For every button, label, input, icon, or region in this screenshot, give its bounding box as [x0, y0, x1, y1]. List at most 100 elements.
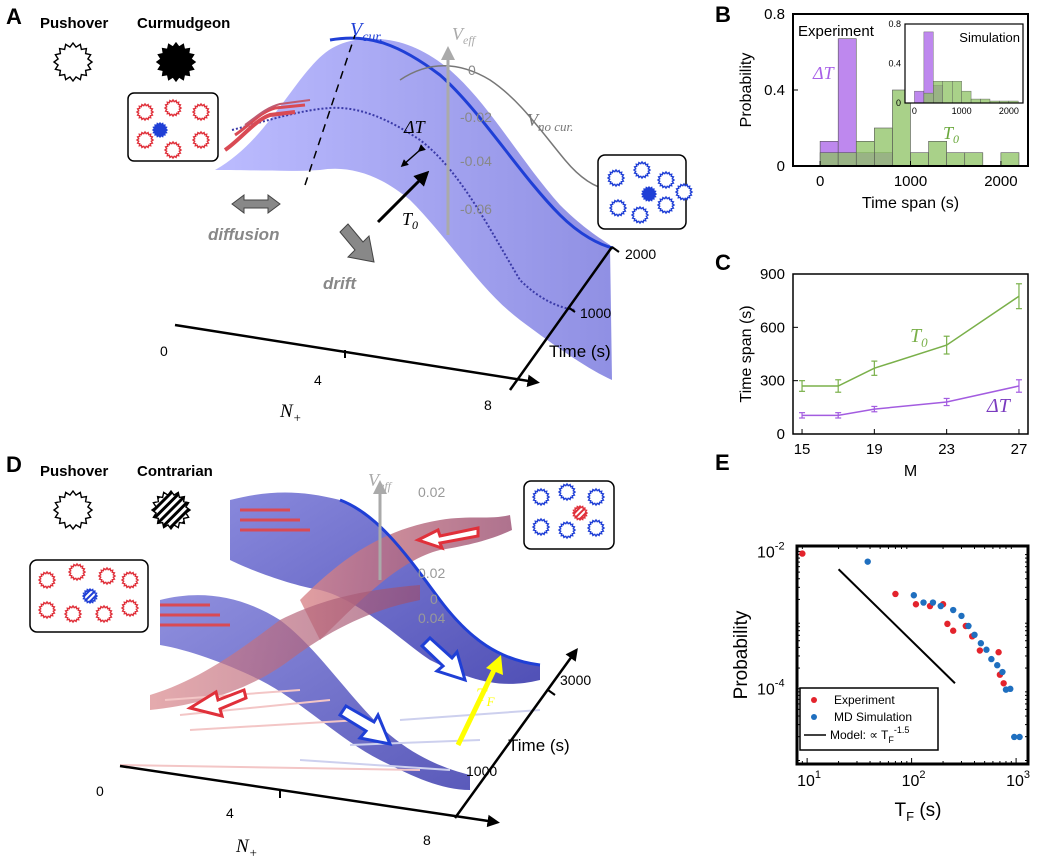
x-tick-label: 101: [797, 769, 821, 790]
x-tick-exp: 3: [1024, 769, 1030, 781]
curmudgeon-icon: [155, 41, 197, 83]
diffusion-label: diffusion: [208, 225, 279, 244]
n-tick-d-1: 4: [226, 805, 234, 821]
x-axis-label: TF (s): [895, 800, 942, 824]
red-agent: [97, 566, 117, 586]
inset-bar-delta-t: [914, 90, 925, 104]
agent-inset-right-a: [597, 154, 694, 230]
t0-sub: 0: [921, 335, 928, 350]
legend-marker-simulation: [811, 714, 817, 720]
red-agent: [191, 130, 211, 150]
x-tick-label: 0: [816, 173, 824, 190]
veff-tick-d-0: 0.02: [418, 484, 445, 500]
red-agent: [37, 600, 57, 620]
blue-agent: [674, 182, 694, 202]
n-axis-label-a: N+: [279, 401, 301, 425]
red-agent: [163, 140, 183, 160]
simulation-point: [910, 592, 918, 599]
x-tick-label: 2000: [984, 173, 1017, 190]
blue-agent: [557, 520, 577, 540]
blue-agent-cluster-icon: [531, 482, 606, 540]
legend-box: [799, 687, 939, 751]
simulation-point: [1007, 685, 1014, 693]
t0-label-c: T0: [910, 325, 928, 350]
n-axis-label-d: N+: [235, 836, 257, 860]
chart-e: 101 102 103 10-4 10-2 TF (s) Probability Experi…: [731, 540, 1030, 824]
experiment-point: [799, 550, 806, 557]
histogram-bar-t0: [819, 152, 839, 167]
n-tick-d-2: 8: [423, 832, 431, 848]
blue-agent-cluster-icon: [606, 160, 694, 225]
simulation-point: [920, 599, 927, 606]
red-agent: [120, 598, 140, 618]
red-flow-arrow-icon: [414, 526, 480, 551]
t0-label-b: T0: [943, 123, 959, 146]
histogram-bar-t0: [855, 141, 875, 167]
experiment-point: [1000, 680, 1007, 687]
blue-agent: [606, 168, 626, 188]
t0-label-a: T0: [402, 209, 418, 232]
diffusion-arrow-icon: [231, 194, 281, 214]
red-agent: [163, 98, 183, 118]
contrarian-icon: [150, 489, 192, 531]
red-agent: [94, 604, 114, 624]
agent-inset-right-d: [523, 480, 615, 550]
contrarian-label-d: Contrarian: [137, 463, 213, 480]
pushover-label-d: Pushover: [40, 463, 109, 480]
simulation-point: [965, 622, 972, 630]
simulation-point: [983, 646, 990, 653]
y-axis-label: Time span (s): [738, 305, 755, 402]
n-tick-d-0: 0: [96, 783, 104, 799]
y-axis-label: Probability: [738, 53, 755, 128]
veff-tick-a-2: -0.04: [460, 153, 492, 169]
pushover-star: [52, 489, 94, 531]
blue-agent: [632, 160, 652, 180]
chart-b: 0 0.4 0.8 0 1000 2000 Time span (s) Probability…: [738, 6, 1029, 212]
agent-inset-left-a: [127, 92, 219, 162]
potential-surface-a: [215, 34, 614, 380]
t0-sub: 0: [953, 132, 959, 146]
time-axis-label-a: Time (s): [549, 342, 611, 361]
blue-agent: [656, 195, 676, 215]
inset-y-tick-label: 0: [896, 98, 901, 108]
pushover-icon: [52, 489, 94, 531]
histogram-bar-t0: [1000, 152, 1020, 167]
veff-tick-d-4: 0.04: [418, 610, 445, 626]
legend-label-experiment: Experiment: [834, 693, 895, 707]
inset-bar-t0: [961, 90, 972, 104]
red-agent: [135, 102, 155, 122]
contrarian-star: [150, 489, 192, 531]
x-tick-label: 1000: [894, 173, 927, 190]
drift-label: drift: [323, 274, 357, 293]
panel-label-a: A: [6, 4, 22, 29]
inset-x-tick-label: 1000: [952, 106, 972, 116]
legend-label-simulation: MD Simulation: [834, 710, 912, 724]
y-tick-label: 0: [777, 426, 785, 443]
y-tick-exp: -4: [775, 678, 785, 690]
n-tick-a-1: 4: [314, 372, 322, 388]
red-agent: [63, 604, 83, 624]
y-tick-label: 0.8: [764, 6, 785, 23]
panel-label-b: B: [715, 2, 731, 27]
veff-axis-label-d: Veff: [368, 470, 393, 493]
blue-agent: [640, 185, 658, 203]
y-tick-label: 600: [760, 319, 785, 336]
red-agent: [135, 130, 155, 150]
veff-tick-a-0: 0: [468, 62, 476, 78]
blue-agent: [630, 205, 650, 225]
hatched-red-agent: [571, 504, 589, 522]
simulation-point: [1011, 733, 1018, 741]
veff-tick-a-1: -0.02: [460, 109, 492, 125]
inset-y-tick-label: 0.4: [888, 59, 901, 69]
blue-agent: [608, 198, 628, 218]
blue-agent: [586, 487, 606, 507]
veff-axis-label-a: Veff: [452, 24, 477, 47]
legend-model-sup: -1.5: [894, 725, 910, 735]
inset-bar-t0: [933, 81, 943, 104]
delta-t-label-c: ΔT: [986, 395, 1012, 417]
x-axis-label: M: [904, 463, 917, 480]
x-tick-exp: 1: [815, 769, 821, 781]
delta-t-label-a: ΔT: [403, 117, 427, 137]
inset-bar-delta-t: [923, 31, 934, 104]
x-tick-label: 15: [794, 441, 811, 458]
